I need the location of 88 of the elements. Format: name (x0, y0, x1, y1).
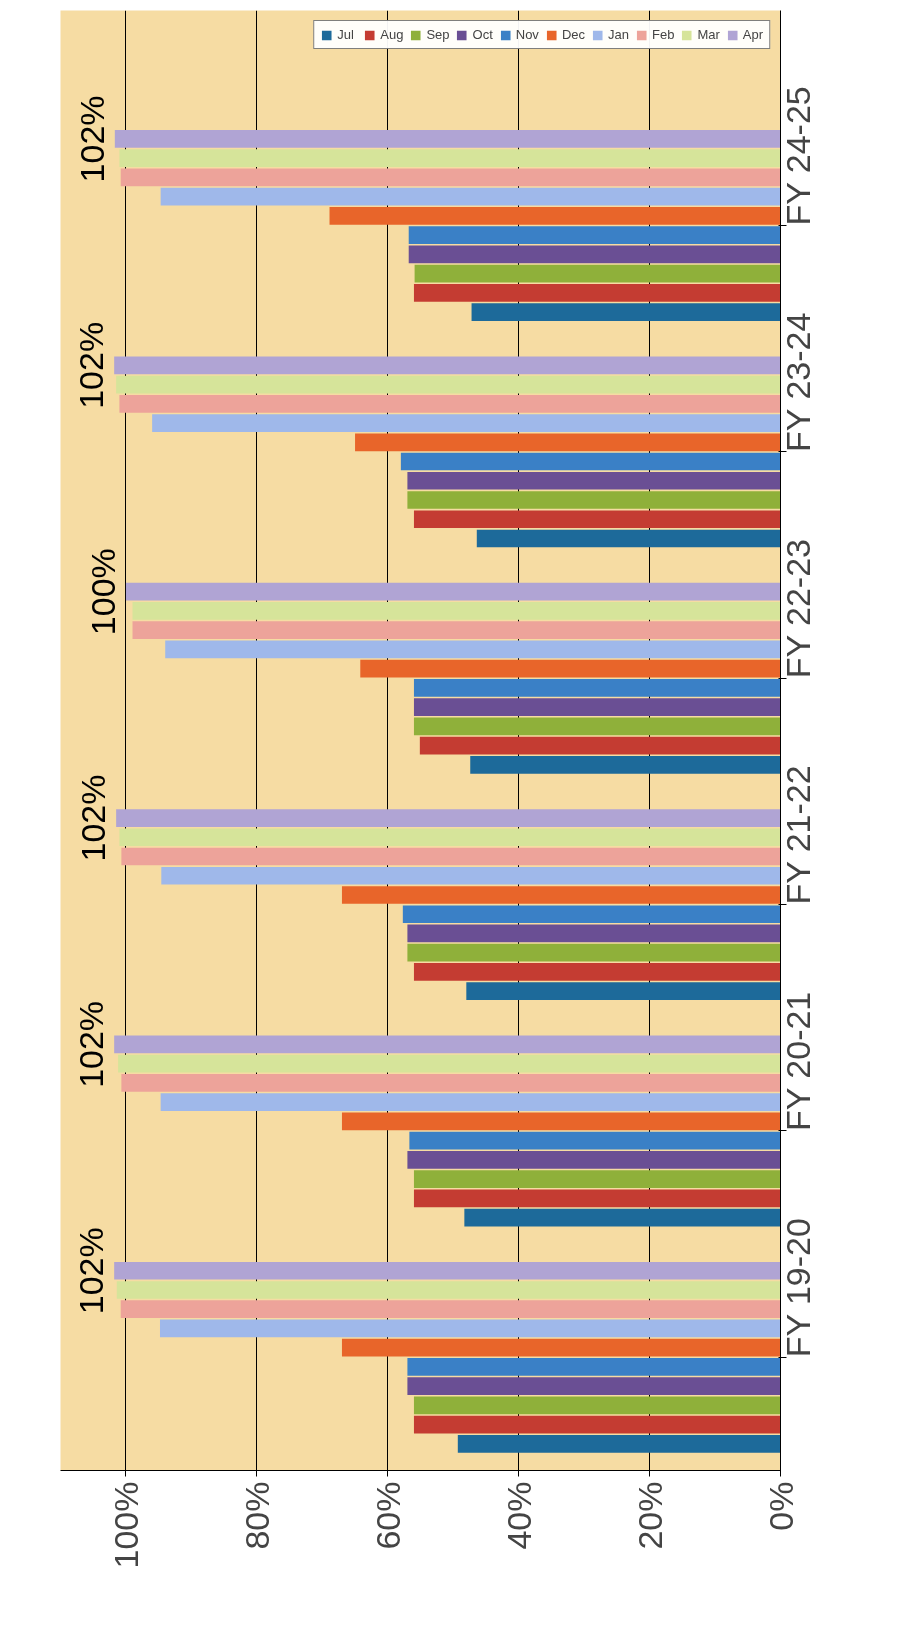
bar (409, 1131, 781, 1150)
y-tick-label: FY 20-21 (779, 991, 818, 1131)
bar (414, 264, 781, 283)
bar (120, 168, 781, 187)
bar (165, 640, 781, 659)
bar (159, 1319, 781, 1338)
bar (407, 471, 781, 490)
bar (466, 982, 781, 1001)
bar (408, 226, 781, 245)
bar (114, 1035, 781, 1054)
bar (407, 1150, 781, 1169)
legend-label: Aug (380, 27, 404, 42)
bar (160, 1093, 781, 1111)
data-label: 102% (72, 1227, 111, 1315)
bar (413, 717, 781, 736)
data-label: 102% (72, 95, 111, 183)
legend-label: Mar (697, 27, 720, 42)
bar (121, 1074, 781, 1092)
bar (407, 1377, 781, 1396)
y-tick-label: FY 21-22 (779, 765, 818, 905)
bar (120, 1300, 781, 1319)
bar (152, 414, 781, 432)
bar (119, 394, 781, 413)
y-tick-label: FY 19-20 (779, 1218, 818, 1358)
legend-label: Jul (337, 27, 355, 42)
x-tick-label: 40% (499, 1481, 538, 1550)
x-tick-label: 20% (630, 1481, 669, 1550)
bar (413, 1415, 781, 1434)
bar (400, 452, 781, 471)
bar (407, 1358, 781, 1376)
bar (341, 886, 781, 904)
bar (360, 659, 781, 678)
legend-label: Sep (426, 27, 450, 42)
bar (125, 582, 781, 601)
bar (413, 963, 781, 981)
bar (114, 130, 781, 148)
bar (355, 433, 781, 452)
bar (402, 905, 781, 924)
bar (413, 1189, 781, 1208)
y-tick-label: FY 23-24 (779, 312, 818, 452)
bar (116, 375, 781, 394)
bar (121, 847, 781, 866)
x-tick-label: 60% (368, 1481, 407, 1550)
bar (419, 736, 781, 755)
bar (161, 866, 781, 885)
x-tick-label: 100% (106, 1481, 145, 1569)
bar (132, 621, 781, 639)
bar (470, 755, 781, 774)
bar (407, 943, 781, 962)
bar (116, 809, 781, 827)
bar (407, 491, 781, 509)
bar (160, 187, 781, 206)
bar (413, 284, 781, 302)
bar (457, 1435, 781, 1453)
bar (471, 303, 781, 321)
bar (413, 1396, 781, 1415)
bar (341, 1112, 781, 1131)
data-label: 102% (72, 1000, 111, 1088)
bar (407, 924, 781, 943)
y-tick-label: FY 22-23 (779, 539, 818, 679)
bar (116, 1281, 781, 1299)
legend-label: Apr (742, 27, 763, 42)
data-label: 100% (83, 548, 122, 636)
x-tick-label: 80% (237, 1481, 276, 1550)
bar (413, 1170, 781, 1188)
data-label: 102% (74, 774, 113, 862)
bar (119, 828, 781, 847)
legend-label: Feb (651, 27, 675, 42)
bar (413, 698, 781, 716)
bar (476, 529, 781, 548)
bar (114, 1261, 781, 1280)
legend-label: Jan (608, 27, 629, 42)
bar (464, 1208, 781, 1227)
legend-label: Dec (561, 27, 585, 42)
bar (413, 510, 781, 529)
bar (114, 356, 781, 375)
bar (119, 149, 781, 168)
bar (408, 245, 781, 264)
bar (132, 602, 781, 620)
y-tick-label: FY 24-25 (779, 86, 818, 226)
bar (413, 679, 781, 697)
legend-label: Oct (472, 27, 493, 42)
bar (341, 1338, 781, 1357)
legend-label: Nov (515, 27, 539, 42)
bar (118, 1054, 781, 1073)
data-label: 102% (72, 321, 111, 409)
bar (329, 207, 781, 225)
x-tick-label: 0% (761, 1481, 800, 1531)
